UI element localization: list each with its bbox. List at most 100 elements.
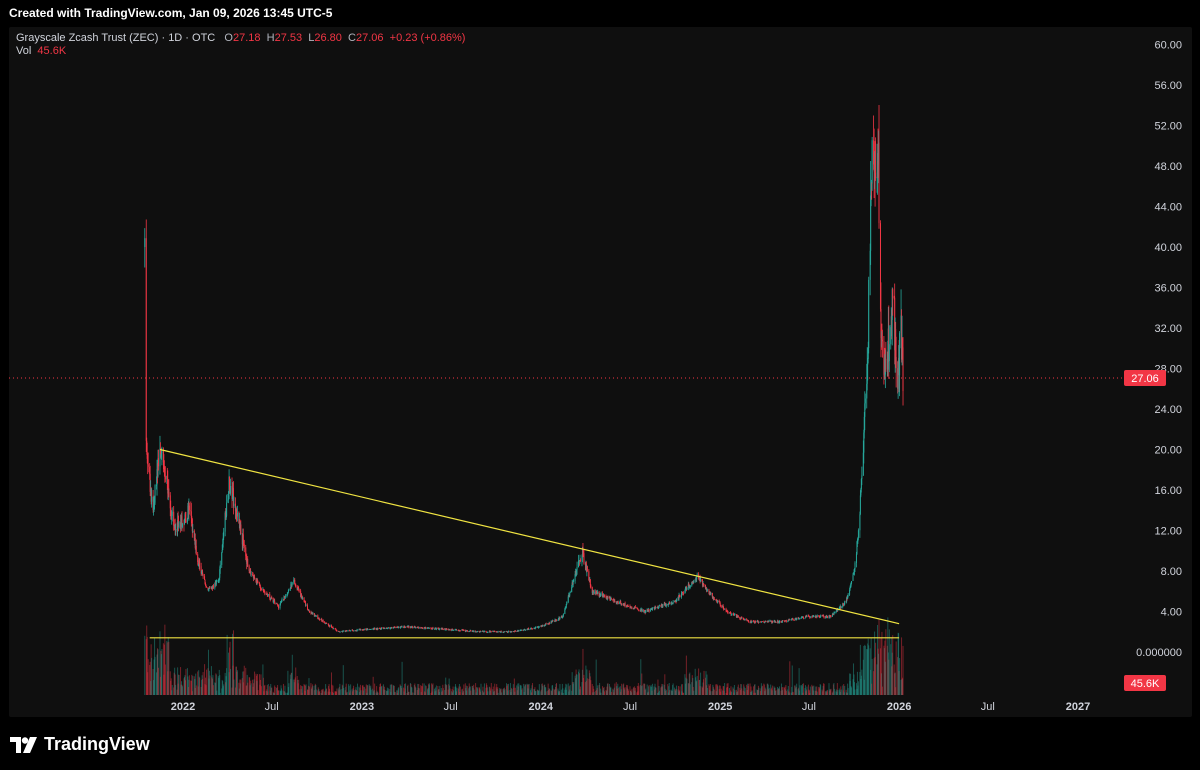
- volume-bar: [736, 691, 738, 695]
- volume-bar: [645, 688, 647, 695]
- volume-bar: [676, 685, 678, 695]
- volume-bar: [387, 690, 389, 695]
- candle-body: [464, 630, 466, 632]
- candle-body: [815, 615, 817, 617]
- volume-bar: [230, 668, 232, 695]
- candle-body: [855, 553, 857, 563]
- trendline-resistance[interactable]: [159, 448, 900, 625]
- volume-bar: [660, 687, 662, 695]
- candle-body: [331, 625, 333, 628]
- candle-body: [305, 602, 307, 606]
- volume-bar: [720, 691, 722, 695]
- candle-body: [648, 609, 650, 612]
- volume-bar: [188, 675, 190, 695]
- volume-bar: [691, 675, 693, 695]
- volume-bar: [277, 690, 279, 695]
- volume-bar: [850, 686, 852, 695]
- volume-bar: [637, 691, 639, 695]
- volume-bar: [404, 688, 406, 695]
- candle-body: [583, 553, 585, 564]
- volume-bar: [428, 685, 430, 695]
- volume-bar: [863, 645, 865, 695]
- candle-body: [844, 601, 846, 605]
- candle-body: [294, 579, 296, 585]
- volume-bar: [344, 690, 346, 695]
- volume-bar: [610, 691, 612, 695]
- candle-body: [404, 627, 406, 629]
- price-chart[interactable]: 60.0056.0052.0048.0044.0040.0036.0032.00…: [9, 27, 1192, 717]
- volume-bar: [753, 692, 755, 695]
- volume-bar: [819, 683, 821, 695]
- volume-bar: [485, 683, 487, 695]
- volume-bar: [353, 685, 355, 695]
- volume-bar: [596, 689, 598, 695]
- volume-bar: [267, 684, 269, 695]
- chart-panel[interactable]: 60.00 56.00 52.00 48.00 44.00 40.00 36.00 32.00…: [9, 27, 1192, 717]
- volume-bar: [468, 683, 470, 695]
- volume-bar: [221, 688, 223, 695]
- candle-body: [479, 631, 481, 633]
- candle-body: [801, 617, 803, 619]
- volume-bar: [754, 692, 756, 695]
- candle-body: [879, 223, 881, 309]
- volume-bar: [260, 686, 262, 695]
- volume-bar: [487, 691, 489, 695]
- candle-body: [289, 588, 291, 590]
- candle-body: [171, 515, 173, 517]
- volume-bar: [401, 661, 403, 695]
- candle-body: [209, 587, 211, 589]
- candle-body: [871, 140, 873, 184]
- candle-body: [534, 627, 536, 629]
- candle-body: [380, 628, 382, 630]
- time-axis[interactable]: 2022 Jul 2023 Jul 2024 Jul 2025 Jul 2026 Jul 2027: [171, 701, 1090, 713]
- volume-bar: [583, 674, 585, 695]
- volume-bar: [712, 686, 714, 695]
- candle-body: [236, 512, 238, 517]
- legend-symbol[interactable]: Grayscale Zcash Trust (ZEC) · 1D · OTC: [16, 32, 216, 44]
- x-tick-label: Jul: [802, 701, 816, 713]
- candle-body: [466, 630, 468, 632]
- volume-bar: [318, 689, 320, 695]
- volume-bar: [630, 692, 632, 695]
- candle-body: [818, 615, 820, 617]
- volume-bar: [623, 683, 625, 695]
- candle-body: [621, 603, 623, 605]
- volume-bar: [851, 687, 853, 695]
- volume-bar: [369, 685, 371, 695]
- volume-bar: [358, 692, 360, 695]
- tradingview-logo[interactable]: TradingView: [10, 734, 150, 755]
- price-axis[interactable]: 60.0056.0052.0048.0044.0040.0036.0032.00…: [1136, 40, 1182, 660]
- volume-bar: [626, 684, 628, 695]
- candle-body: [259, 583, 261, 587]
- volume-bar: [421, 685, 423, 695]
- candle-body: [881, 339, 883, 342]
- volume-bar: [612, 688, 614, 695]
- x-tick-label: Jul: [265, 701, 279, 713]
- volume-bar: [366, 685, 368, 695]
- volume-bar: [629, 686, 631, 695]
- volume-bar: [602, 690, 604, 695]
- volume-bar: [627, 685, 629, 695]
- volume-bar: [880, 673, 882, 695]
- candle-body: [170, 508, 172, 513]
- candle-body: [802, 616, 804, 618]
- candle-body: [263, 591, 265, 593]
- candle-body: [854, 562, 856, 570]
- candle-body: [317, 615, 319, 619]
- candle-body: [422, 628, 424, 630]
- volume-bar: [578, 671, 580, 695]
- volume-bar: [880, 638, 882, 695]
- candle-body: [744, 619, 746, 621]
- trendlines[interactable]: [149, 448, 900, 639]
- volume-bar: [276, 688, 278, 695]
- volume-bar: [715, 691, 717, 695]
- volume-bar: [561, 683, 563, 695]
- volume-bar: [180, 667, 182, 695]
- candle-body: [772, 620, 774, 622]
- volume-bar: [716, 684, 718, 695]
- volume-bar: [757, 685, 759, 695]
- legend-low-label: L: [308, 32, 315, 44]
- volume-bar: [665, 690, 667, 695]
- candle-body: [201, 573, 203, 574]
- volume-bar: [356, 691, 358, 695]
